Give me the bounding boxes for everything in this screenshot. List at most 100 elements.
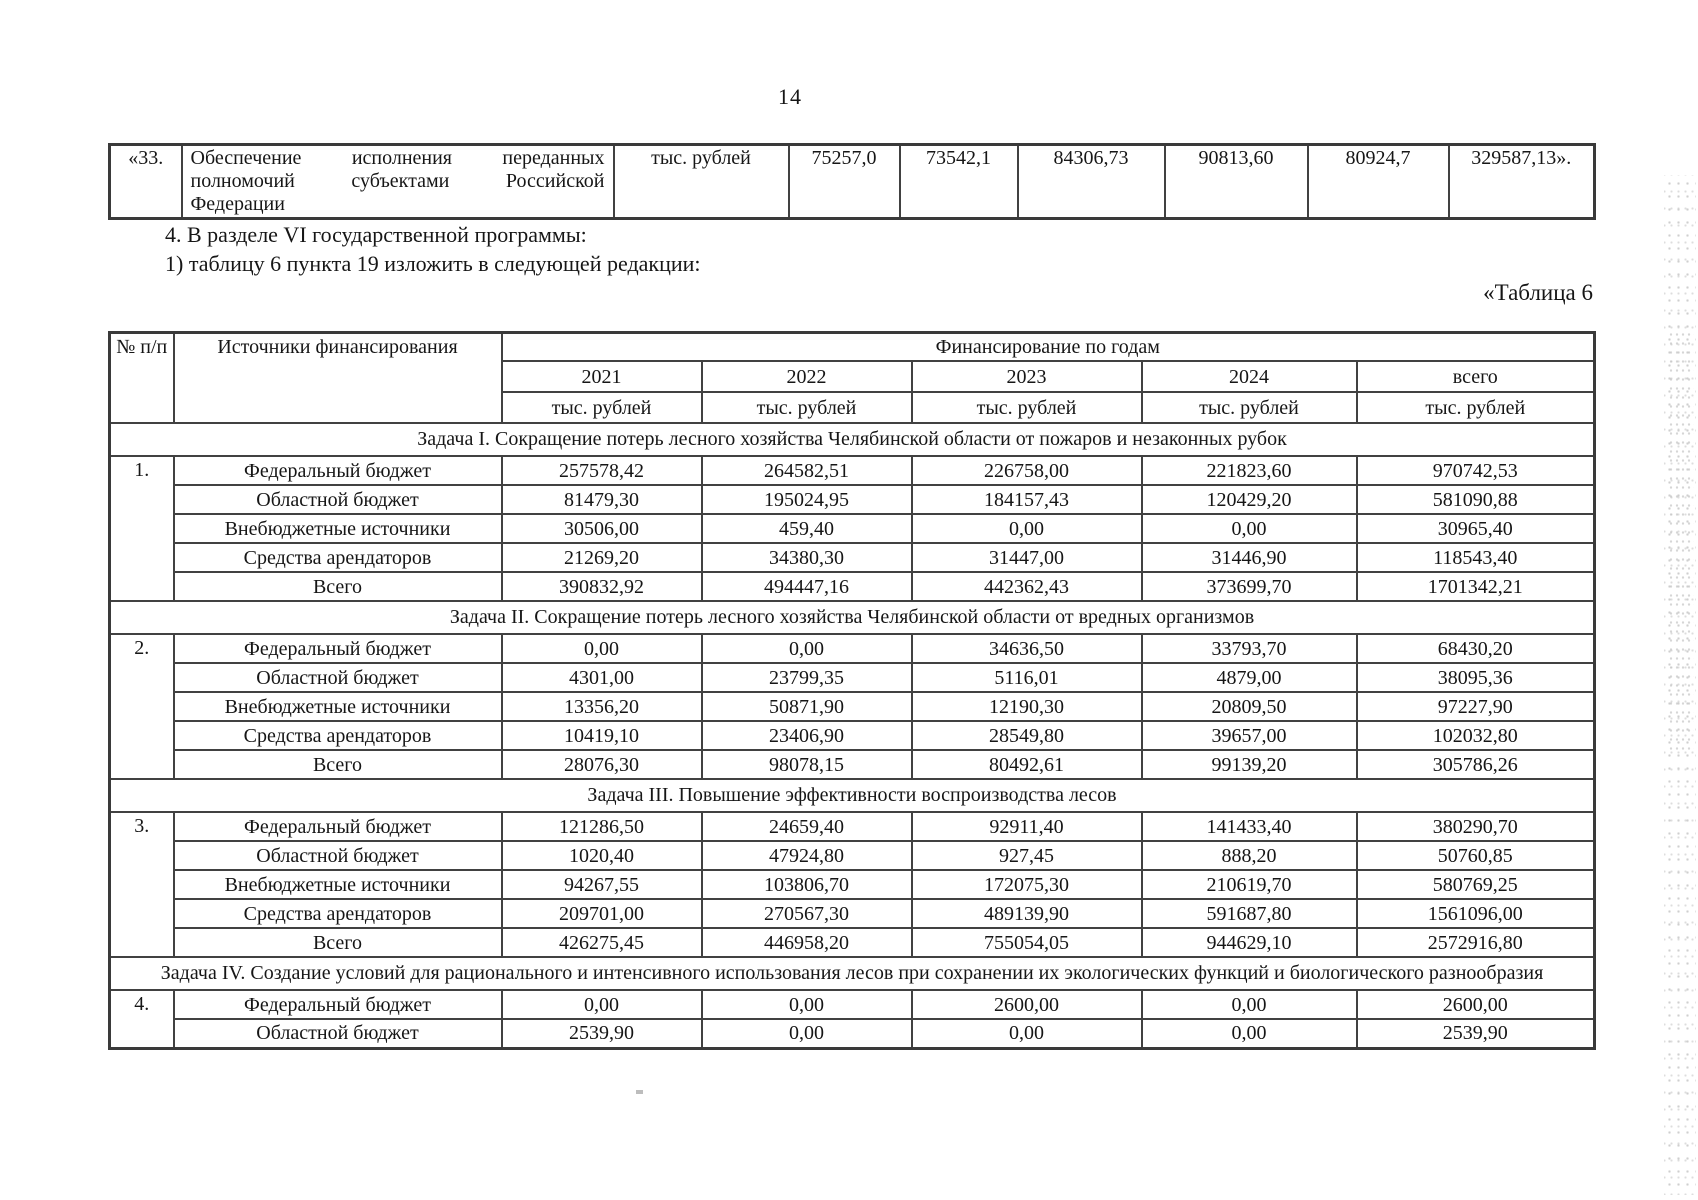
value-cell: 5116,01	[910, 662, 1143, 693]
section-title-row: Задача I. Сокращение потерь лесного хозя…	[108, 422, 1596, 457]
value-cell: 944629,10	[1140, 927, 1358, 958]
body-paragraph: 4. В разделе VI государственной программ…	[165, 220, 1265, 278]
value-cell: 221823,60	[1140, 455, 1358, 486]
source-cell: Областной бюджет	[172, 662, 503, 693]
section-title-row: Задача III. Повышение эффективности восп…	[108, 778, 1596, 813]
value-cell: 1561096,00	[1355, 898, 1596, 929]
source-cell: Средства арендаторов	[172, 720, 503, 751]
source-cell: Федеральный бюджет	[172, 455, 503, 486]
section-number-cell: 1.	[108, 455, 175, 602]
value-cell: 591687,80	[1140, 898, 1358, 929]
scan-speck	[636, 1090, 643, 1094]
value-cell: 13356,20	[500, 691, 703, 722]
value-cell: 1701342,21	[1355, 571, 1596, 602]
source-cell: Федеральный бюджет	[172, 989, 503, 1020]
year-header-cell: 2022	[700, 360, 913, 393]
indicator-name-cell: Обеспечение исполнения переданных полном…	[180, 143, 615, 220]
source-cell: Всего	[172, 927, 503, 958]
value-cell: 31447,00	[910, 542, 1143, 573]
section-title: Задача IV. Создание условий для рационал…	[108, 956, 1596, 991]
value-cell: 442362,43	[910, 571, 1143, 602]
value-cell: 68430,20	[1355, 633, 1596, 664]
value-cell: 580769,25	[1355, 869, 1596, 900]
source-cell: Областной бюджет	[172, 1018, 503, 1049]
unit-header-cell: тыс. рублей	[1355, 391, 1596, 424]
value-cell: 373699,70	[1140, 571, 1358, 602]
value-cell: 184157,43	[910, 484, 1143, 515]
table-row: Всего 390832,92 494447,16 442362,43 3736…	[110, 571, 1596, 602]
num-header-cell: № п/п	[108, 331, 175, 424]
table-row: 3. Федеральный бюджет 121286,50 24659,40…	[108, 811, 1596, 958]
table-row: Внебюджетные источники 13356,20 50871,90…	[110, 691, 1596, 722]
unit-header-cell: тыс. рублей	[1140, 391, 1358, 424]
sources-header-cell: Источники финансирования	[172, 331, 503, 424]
value-cell: 390832,92	[500, 571, 703, 602]
source-cell: Федеральный бюджет	[172, 633, 503, 664]
table-row: 4. Федеральный бюджет 0,00 0,00 2600,00 …	[108, 989, 1596, 1049]
years-header-row: 2021 2022 2023 2024 всего	[110, 360, 1596, 393]
source-cell: Внебюджетные источники	[172, 691, 503, 722]
section-number-cell: 4.	[108, 989, 175, 1049]
value-cell: 0,00	[500, 633, 703, 664]
value-cell: 28549,80	[910, 720, 1143, 751]
value-cell: 581090,88	[1355, 484, 1596, 515]
value-cell: 23406,90	[700, 720, 913, 751]
value-cell: 209701,00	[500, 898, 703, 929]
table-row: Средства арендаторов 21269,20 34380,30 3…	[110, 542, 1596, 573]
table-row: Всего 426275,45 446958,20 755054,05 9446…	[110, 927, 1596, 958]
value-cell: 380290,70	[1355, 811, 1596, 842]
value-cell: 81479,30	[500, 484, 703, 515]
table-row: «33. Обеспечение исполнения переданных п…	[108, 143, 1596, 220]
value-cell: 2539,90	[500, 1018, 703, 1049]
value-cell: 4301,00	[500, 662, 703, 693]
year-header-cell: всего	[1355, 360, 1596, 393]
value-cell: 489139,90	[910, 898, 1143, 929]
value-cell: 264582,51	[700, 455, 913, 486]
value-cell: 47924,80	[700, 840, 913, 871]
value-cell: 2539,90	[1355, 1018, 1596, 1049]
value-cell: 0,00	[910, 1018, 1143, 1049]
value-cell: 80924,7	[1306, 143, 1450, 220]
value-cell: 459,40	[700, 513, 913, 544]
value-cell: 0,00	[500, 989, 703, 1020]
value-cell: 141433,40	[1140, 811, 1358, 842]
value-cell: 210619,70	[1140, 869, 1358, 900]
value-cell: 0,00	[910, 513, 1143, 544]
value-cell: 755054,05	[910, 927, 1143, 958]
year-header-cell: 2021	[500, 360, 703, 393]
value-cell: 270567,30	[700, 898, 913, 929]
section-number-cell: 2.	[108, 633, 175, 780]
value-cell: 30506,00	[500, 513, 703, 544]
table-row: Областной бюджет 2539,90 0,00 0,00 0,00 …	[110, 1018, 1596, 1049]
table-row: Областной бюджет 1020,40 47924,80 927,45…	[110, 840, 1596, 871]
unit-header-cell: тыс. рублей	[700, 391, 913, 424]
value-cell: 2600,00	[910, 989, 1143, 1020]
source-cell: Внебюджетные источники	[172, 869, 503, 900]
value-cell: 94267,55	[500, 869, 703, 900]
value-cell: 927,45	[910, 840, 1143, 871]
paragraph-line: 1) таблицу 6 пункта 19 изложить в следую…	[165, 251, 701, 276]
value-cell: 84306,73	[1016, 143, 1166, 220]
row33-table: «33. Обеспечение исполнения переданных п…	[108, 143, 1596, 220]
value-cell: 75257,0	[787, 143, 901, 220]
value-cell: 305786,26	[1355, 749, 1596, 780]
financing-header-cell: Финансирование по годам	[500, 331, 1596, 362]
page-number: 14	[778, 84, 802, 109]
value-cell: 118543,40	[1355, 542, 1596, 573]
table-row: Областной бюджет 81479,30 195024,95 1841…	[110, 484, 1596, 515]
units-header-row: тыс. рублей тыс. рублей тыс. рублей тыс.…	[110, 391, 1596, 424]
section-title: Задача III. Повышение эффективности восп…	[108, 778, 1596, 813]
value-cell: 4879,00	[1140, 662, 1358, 693]
value-cell: 38095,36	[1355, 662, 1596, 693]
unit-cell: тыс. рублей	[612, 143, 790, 220]
value-cell: 970742,53	[1355, 455, 1596, 486]
unit-header-cell: тыс. рублей	[500, 391, 703, 424]
value-cell: 28076,30	[500, 749, 703, 780]
section-title: Задача I. Сокращение потерь лесного хозя…	[108, 422, 1596, 457]
value-cell: 329587,13».	[1447, 143, 1596, 220]
value-cell: 0,00	[700, 633, 913, 664]
value-cell: 30965,40	[1355, 513, 1596, 544]
table-row: Внебюджетные источники 94267,55 103806,7…	[110, 869, 1596, 900]
value-cell: 226758,00	[910, 455, 1143, 486]
